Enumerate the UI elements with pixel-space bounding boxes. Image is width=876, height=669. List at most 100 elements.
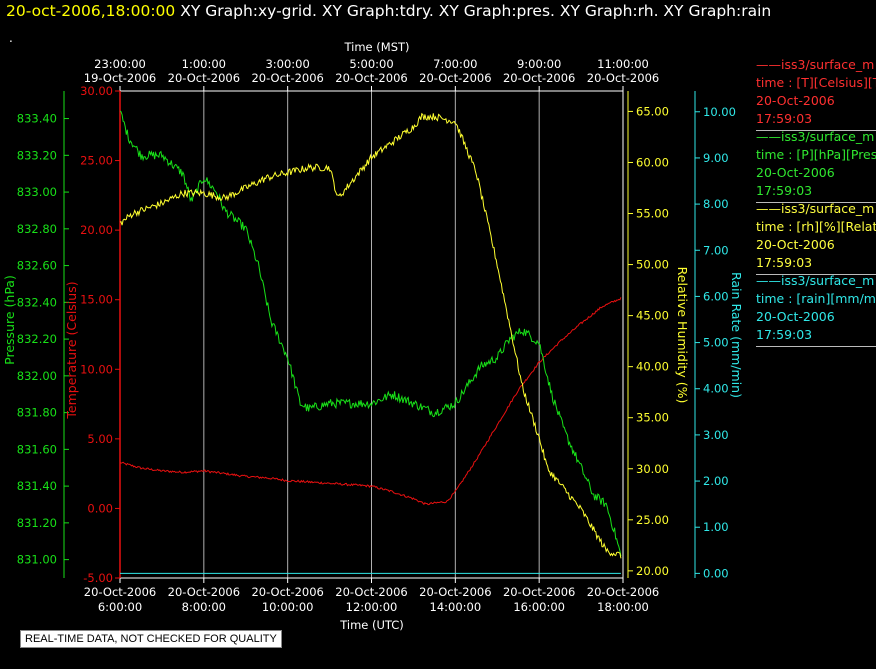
top-tick-date: 20-Oct-2006: [503, 71, 575, 85]
rain-tick-label: 1.00: [703, 520, 729, 534]
top-tick-time: 5:00:00: [349, 57, 393, 71]
pressure-series-line: [119, 110, 622, 557]
humidity-tick-label: 30.00: [636, 462, 669, 476]
legend-entry-rain[interactable]: ——iss3/surface_m time : [rain][mm/min 20…: [756, 272, 876, 347]
legend-line: ——iss3/surface_m: [756, 201, 875, 216]
bottom-tick-time: 18:00:00: [597, 600, 649, 614]
rain-tick-label: 10.00: [703, 105, 736, 119]
top-tick-time: 1:00:00: [182, 57, 226, 71]
legend-desc: time : [rain][mm/min: [756, 291, 876, 306]
top-tick-time: 3:00:00: [265, 57, 309, 71]
humidity-series-line: [119, 112, 622, 559]
pressure-tick-label: 832.80: [17, 222, 57, 236]
pressure-tick-label: 831.80: [17, 406, 57, 420]
temperature-tick-label: 25.00: [80, 154, 113, 168]
rain-tick-label: 6.00: [703, 289, 729, 303]
humidity-tick-label: 50.00: [636, 258, 669, 272]
pressure-tick-label: 833.20: [17, 148, 57, 162]
humidity-axis-label: Relative Humidity (%): [675, 267, 690, 404]
top-tick-time: 11:00:00: [597, 57, 649, 71]
bottom-tick-date: 20-Oct-2006: [84, 585, 156, 599]
rain-tick-label: 5.00: [703, 336, 729, 350]
legend-line: ——iss3/surface_m: [756, 273, 875, 288]
legend-desc: time : [T][Celsius][T: [756, 75, 876, 90]
rain-tick-label: 4.00: [703, 382, 729, 396]
temperature-tick-label: -5.00: [83, 571, 113, 585]
header-timestamp: 20-oct-2006,18:00:00: [6, 2, 176, 20]
pressure-tick-label: 831.40: [17, 479, 57, 493]
legend-time: 17:59:03: [756, 327, 813, 342]
top-axis-label: Time (MST): [343, 40, 409, 54]
legend-time: 17:59:03: [756, 183, 813, 198]
legend-divider: [756, 202, 876, 203]
top-tick-date: 19-Oct-2006: [84, 71, 156, 85]
bottom-tick-date: 20-Oct-2006: [419, 585, 491, 599]
legend-time: 17:59:03: [756, 111, 813, 126]
temperature-tick-label: 30.00: [80, 84, 113, 98]
humidity-tick-label: 65.00: [636, 104, 669, 118]
pressure-tick-label: 832.60: [17, 259, 57, 273]
legend-date: 20-Oct-2006: [756, 237, 835, 252]
pressure-tick-label: 832.40: [17, 295, 57, 309]
bottom-tick-time: 6:00:00: [98, 600, 142, 614]
humidity-tick-label: 60.00: [636, 155, 669, 169]
header-dot: .: [9, 31, 13, 45]
legend-entry-humidity[interactable]: ——iss3/surface_m time : [rh][%][Relati 2…: [756, 200, 876, 275]
temperature-series-line: [119, 297, 622, 506]
humidity-tick-label: 55.00: [636, 207, 669, 221]
rain-tick-label: 0.00: [703, 566, 729, 580]
pressure-tick-label: 832.00: [17, 369, 57, 383]
header-bar: 20-oct-2006,18:00:00 XY Graph:xy-grid. X…: [6, 2, 771, 20]
top-tick-time: 23:00:00: [94, 57, 146, 71]
legend-date: 20-Oct-2006: [756, 165, 835, 180]
bottom-tick-time: 8:00:00: [182, 600, 226, 614]
bottom-tick-date: 20-Oct-2006: [587, 585, 659, 599]
humidity-tick-label: 40.00: [636, 360, 669, 374]
temperature-axis-label: Temperature (Celsius): [64, 281, 79, 419]
pressure-tick-label: 832.20: [17, 332, 57, 346]
bottom-axis-label: Time (UTC): [339, 618, 404, 632]
temperature-tick-label: 10.00: [80, 362, 113, 376]
legend-line: ——iss3/surface_m: [756, 129, 875, 144]
top-tick-time: 7:00:00: [433, 57, 477, 71]
bottom-tick-date: 20-Oct-2006: [168, 585, 240, 599]
pressure-tick-label: 831.60: [17, 442, 57, 456]
humidity-tick-label: 20.00: [636, 564, 669, 578]
pressure-tick-label: 831.00: [17, 553, 57, 567]
rain-tick-label: 2.00: [703, 474, 729, 488]
rain-tick-label: 7.00: [703, 243, 729, 257]
top-tick-date: 20-Oct-2006: [251, 71, 323, 85]
top-tick-time: 9:00:00: [517, 57, 561, 71]
legend-date: 20-Oct-2006: [756, 93, 835, 108]
legend-line: ——iss3/surface_m: [756, 57, 875, 72]
legend-entry-temperature[interactable]: ——iss3/surface_m time : [T][Celsius][T 2…: [756, 56, 876, 131]
temperature-tick-label: 0.00: [87, 501, 113, 515]
humidity-tick-label: 25.00: [636, 513, 669, 527]
legend-entry-pressure[interactable]: ——iss3/surface_m time : [P][hPa][Pres 20…: [756, 128, 876, 203]
humidity-tick-label: 35.00: [636, 411, 669, 425]
legend-date: 20-Oct-2006: [756, 309, 835, 324]
top-tick-date: 20-Oct-2006: [168, 71, 240, 85]
bottom-tick-date: 20-Oct-2006: [251, 585, 323, 599]
bottom-tick-time: 10:00:00: [262, 600, 314, 614]
legend-time: 17:59:03: [756, 255, 813, 270]
rain-tick-label: 9.00: [703, 151, 729, 165]
bottom-tick-date: 20-Oct-2006: [335, 585, 407, 599]
top-tick-date: 20-Oct-2006: [335, 71, 407, 85]
temperature-tick-label: 15.00: [80, 293, 113, 307]
bottom-tick-time: 12:00:00: [346, 600, 398, 614]
pressure-tick-label: 831.20: [17, 516, 57, 530]
rain-tick-label: 8.00: [703, 197, 729, 211]
top-tick-date: 20-Oct-2006: [419, 71, 491, 85]
legend-divider: [756, 274, 876, 275]
bottom-tick-time: 14:00:00: [430, 600, 482, 614]
quality-notice: REAL-TIME DATA, NOT CHECKED FOR QUALITY: [20, 630, 282, 648]
temperature-tick-label: 5.00: [87, 432, 113, 446]
rain-tick-label: 3.00: [703, 428, 729, 442]
temperature-tick-label: 20.00: [80, 223, 113, 237]
pressure-axis-label: Pressure (hPa): [2, 275, 17, 365]
legend-desc: time : [rh][%][Relati: [756, 219, 876, 234]
humidity-tick-label: 45.00: [636, 309, 669, 323]
pressure-tick-label: 833.40: [17, 112, 57, 126]
